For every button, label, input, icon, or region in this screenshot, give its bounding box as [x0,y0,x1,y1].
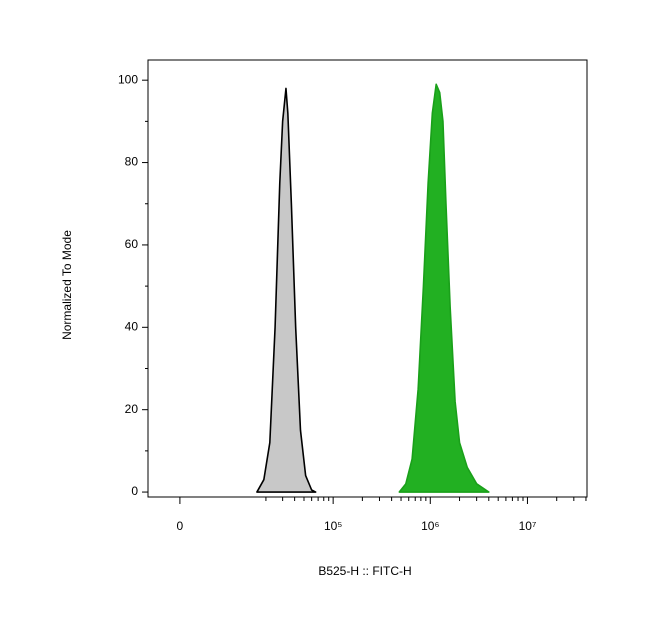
histogram-area [398,83,490,493]
y-tick-label: 0 [131,484,138,498]
y-tick-label: 60 [125,237,139,251]
y-tick-label: 20 [125,402,139,416]
y-tick-label: 100 [118,72,138,86]
histogram-area [256,87,317,493]
y-axis-label: Normalized To Mode [60,230,74,340]
x-tick-label: 10⁷ [519,519,537,533]
y-tick-label: 40 [125,319,139,333]
plot-frame [147,59,588,498]
y-tick-label: 80 [125,155,139,169]
x-tick-label: 10⁵ [324,519,342,533]
x-tick-label: 10⁶ [421,519,439,533]
x-tick-label: 0 [177,519,184,533]
x-axis-label: B525-H :: FITC-H [318,564,411,578]
